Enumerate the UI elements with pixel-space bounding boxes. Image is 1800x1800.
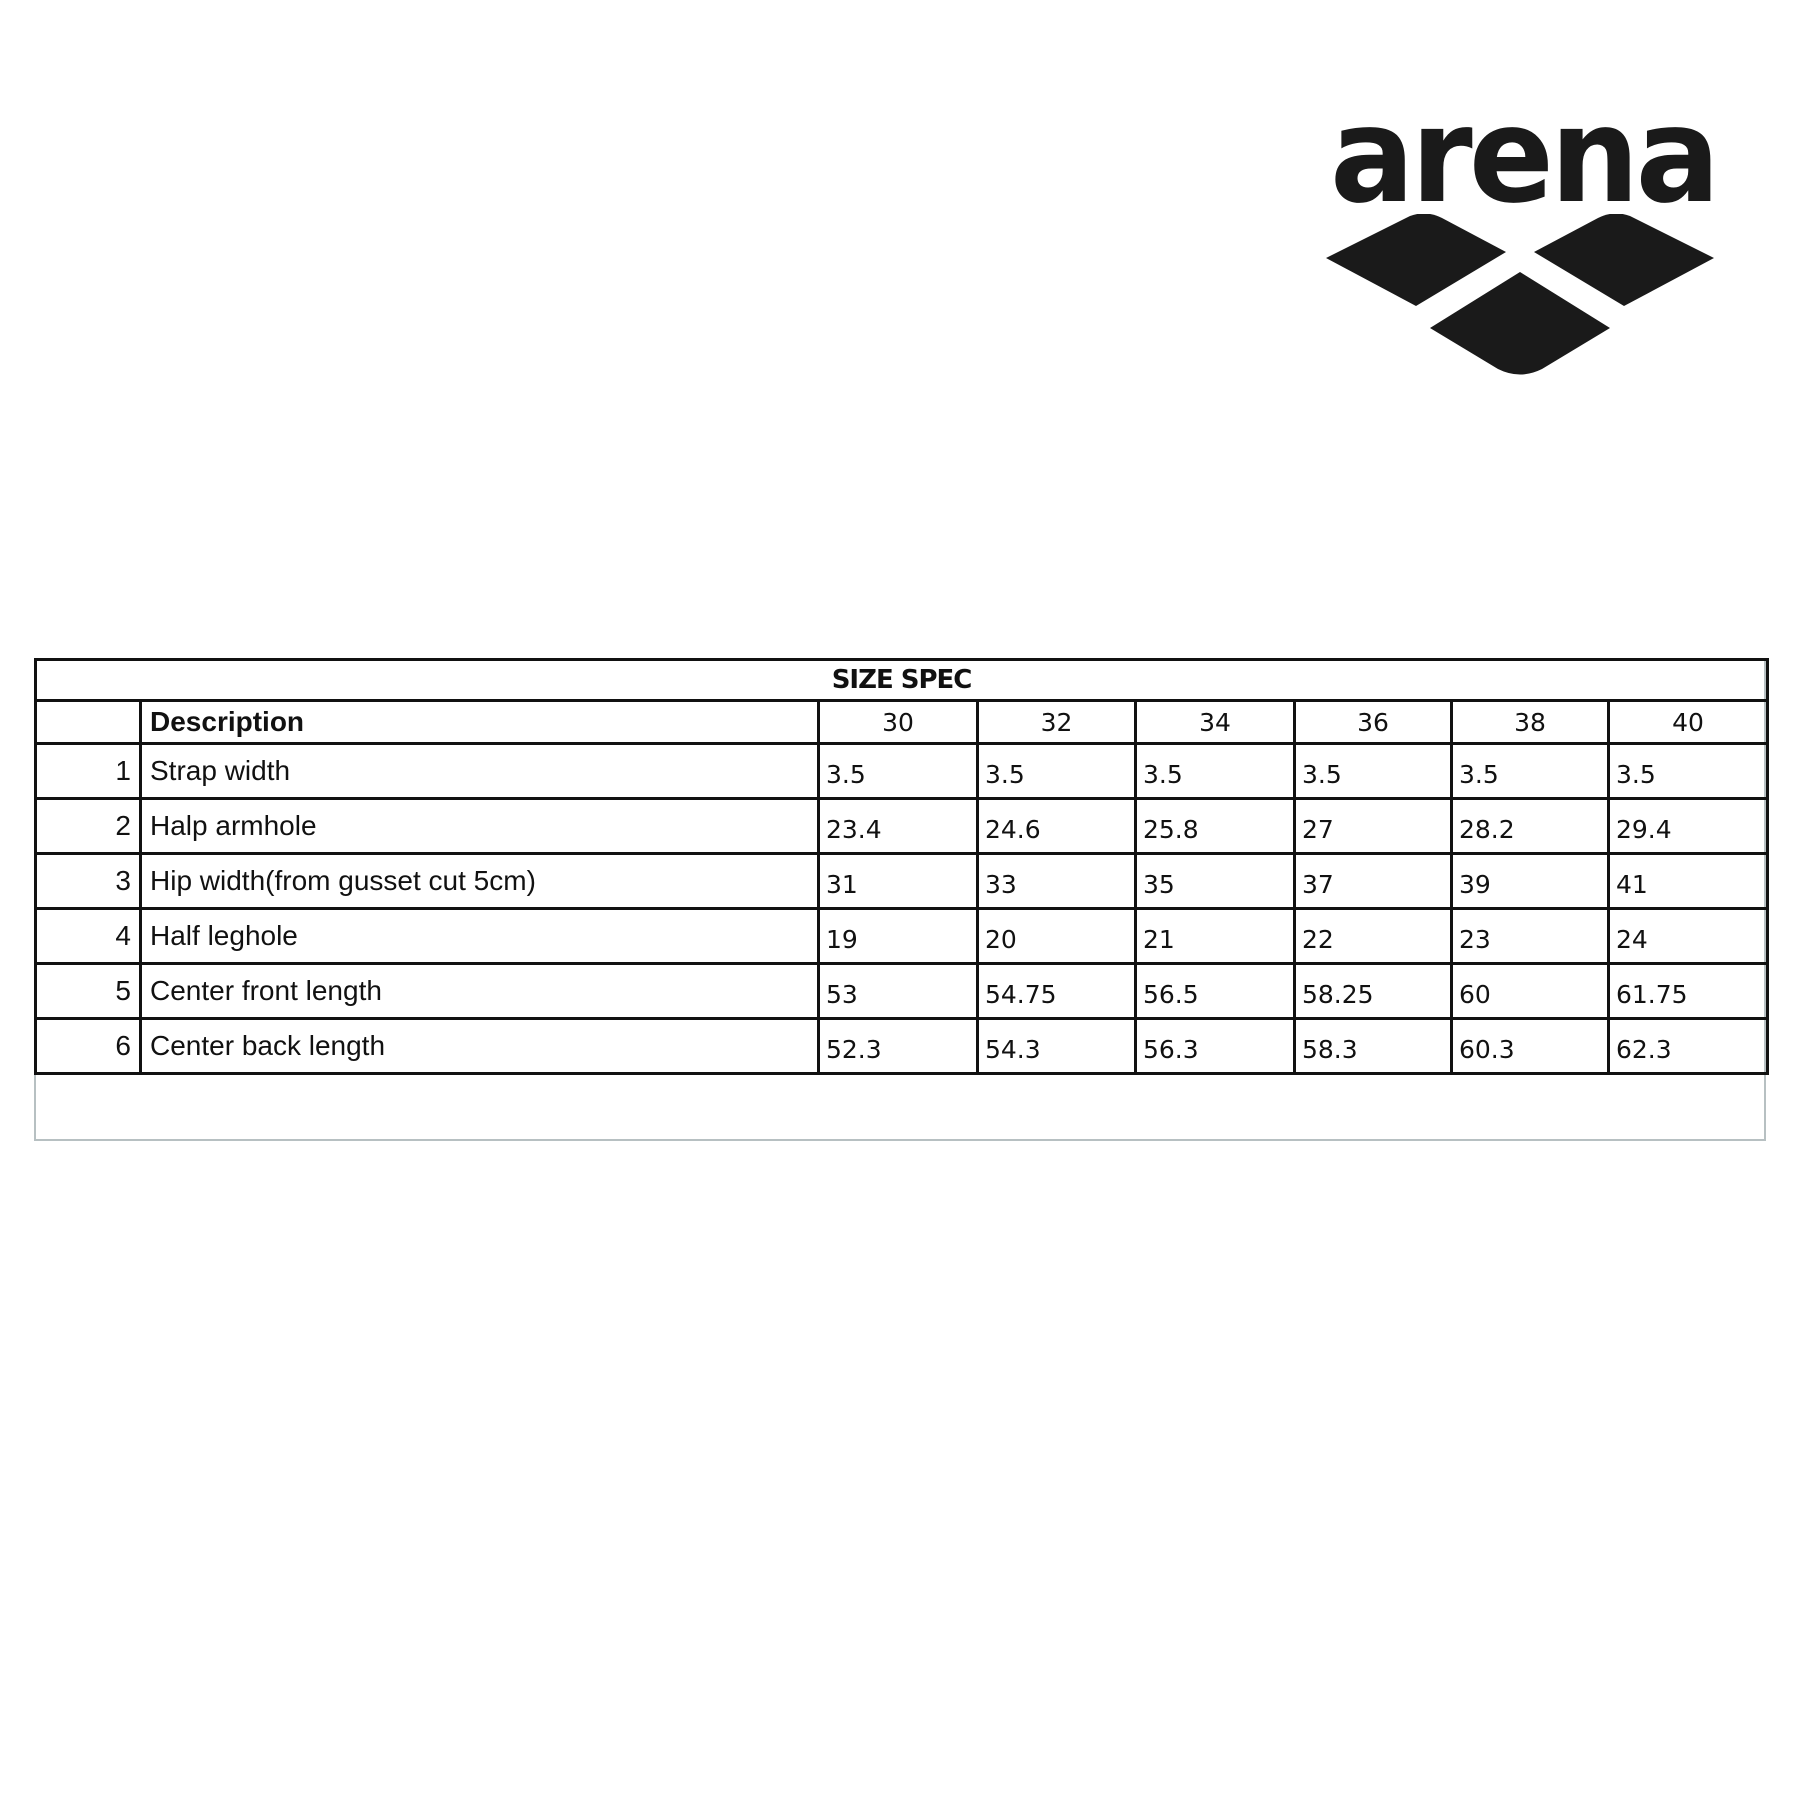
measurement-cell: 27	[1293, 797, 1453, 855]
measurement-cell: 61.75	[1606, 962, 1770, 1020]
table-title: SIZE SPEC	[33, 658, 1770, 702]
measurement-cell: 35	[1134, 852, 1296, 910]
header-number-cell	[34, 699, 142, 745]
measurement-cell: 41	[1606, 852, 1770, 910]
header-size: 38	[1450, 699, 1610, 745]
table-row: 2 Halp armhole 23.4 24.6 25.8 27 28.2 29.4	[34, 797, 1770, 855]
measurement-cell: 60.3	[1450, 1017, 1610, 1075]
row-number: 5	[34, 962, 142, 1020]
row-description: Halp armhole	[139, 797, 820, 855]
row-description: Half leghole	[139, 907, 820, 965]
size-spec-table: SIZE SPEC Description 30 32 34 36 38 40 …	[33, 658, 1770, 1075]
row-number: 1	[34, 742, 142, 800]
measurement-cell: 21	[1134, 907, 1296, 965]
arena-diamonds-icon	[1326, 214, 1714, 375]
header-size: 30	[817, 699, 979, 745]
measurement-cell: 58.3	[1293, 1017, 1453, 1075]
table-row: 6 Center back length 52.3 54.3 56.3 58.3 60.3…	[34, 1017, 1770, 1075]
measurement-cell: 20	[976, 907, 1137, 965]
measurement-cell: 3.5	[976, 742, 1137, 800]
table-header-row: Description 30 32 34 36 38 40	[34, 699, 1770, 745]
measurement-cell: 24	[1606, 907, 1770, 965]
measurement-cell: 23.4	[817, 797, 979, 855]
row-number: 4	[34, 907, 142, 965]
table-row: 1 Strap width 3.5 3.5 3.5 3.5 3.5 3.5	[34, 742, 1770, 800]
arena-logo: arena	[1320, 79, 1720, 381]
measurement-cell: 37	[1293, 852, 1453, 910]
logo-wordmark: arena	[1330, 79, 1720, 233]
measurement-cell: 3.5	[1293, 742, 1453, 800]
measurement-cell: 56.3	[1134, 1017, 1296, 1075]
row-number: 3	[34, 852, 142, 910]
header-size: 36	[1293, 699, 1453, 745]
measurement-cell: 31	[817, 852, 979, 910]
table-title-row: SIZE SPEC	[33, 658, 1770, 702]
measurement-cell: 3.5	[1606, 742, 1770, 800]
table-row: 3 Hip width(from gusset cut 5cm) 31 33 35 37…	[34, 852, 1770, 910]
measurement-cell: 39	[1450, 852, 1610, 910]
row-description: Hip width(from gusset cut 5cm)	[139, 852, 820, 910]
measurement-cell: 33	[976, 852, 1137, 910]
measurement-cell: 53	[817, 962, 979, 1020]
measurement-cell: 19	[817, 907, 979, 965]
measurement-cell: 60	[1450, 962, 1610, 1020]
header-size: 32	[976, 699, 1137, 745]
table-row: 4 Half leghole 19 20 21 22 23 24	[34, 907, 1770, 965]
row-description: Strap width	[139, 742, 820, 800]
header-size: 40	[1606, 699, 1770, 745]
measurement-cell: 3.5	[1134, 742, 1296, 800]
measurement-cell: 56.5	[1134, 962, 1296, 1020]
row-number: 2	[34, 797, 142, 855]
measurement-cell: 62.3	[1606, 1017, 1770, 1075]
measurement-cell: 3.5	[1450, 742, 1610, 800]
measurement-cell: 54.3	[976, 1017, 1137, 1075]
measurement-cell: 25.8	[1134, 797, 1296, 855]
header-size: 34	[1134, 699, 1296, 745]
measurement-cell: 29.4	[1606, 797, 1770, 855]
row-number: 6	[34, 1017, 142, 1075]
measurement-cell: 24.6	[976, 797, 1137, 855]
measurement-cell: 3.5	[817, 742, 979, 800]
measurement-cell: 28.2	[1450, 797, 1610, 855]
measurement-cell: 23	[1450, 907, 1610, 965]
measurement-cell: 54.75	[976, 962, 1137, 1020]
row-description: Center front length	[139, 962, 820, 1020]
measurement-cell: 22	[1293, 907, 1453, 965]
measurement-cell: 58.25	[1293, 962, 1453, 1020]
table-row: 5 Center front length 53 54.75 56.5 58.25 60 6…	[34, 962, 1770, 1020]
row-description: Center back length	[139, 1017, 820, 1075]
measurement-cell: 52.3	[817, 1017, 979, 1075]
header-description: Description	[139, 699, 820, 745]
